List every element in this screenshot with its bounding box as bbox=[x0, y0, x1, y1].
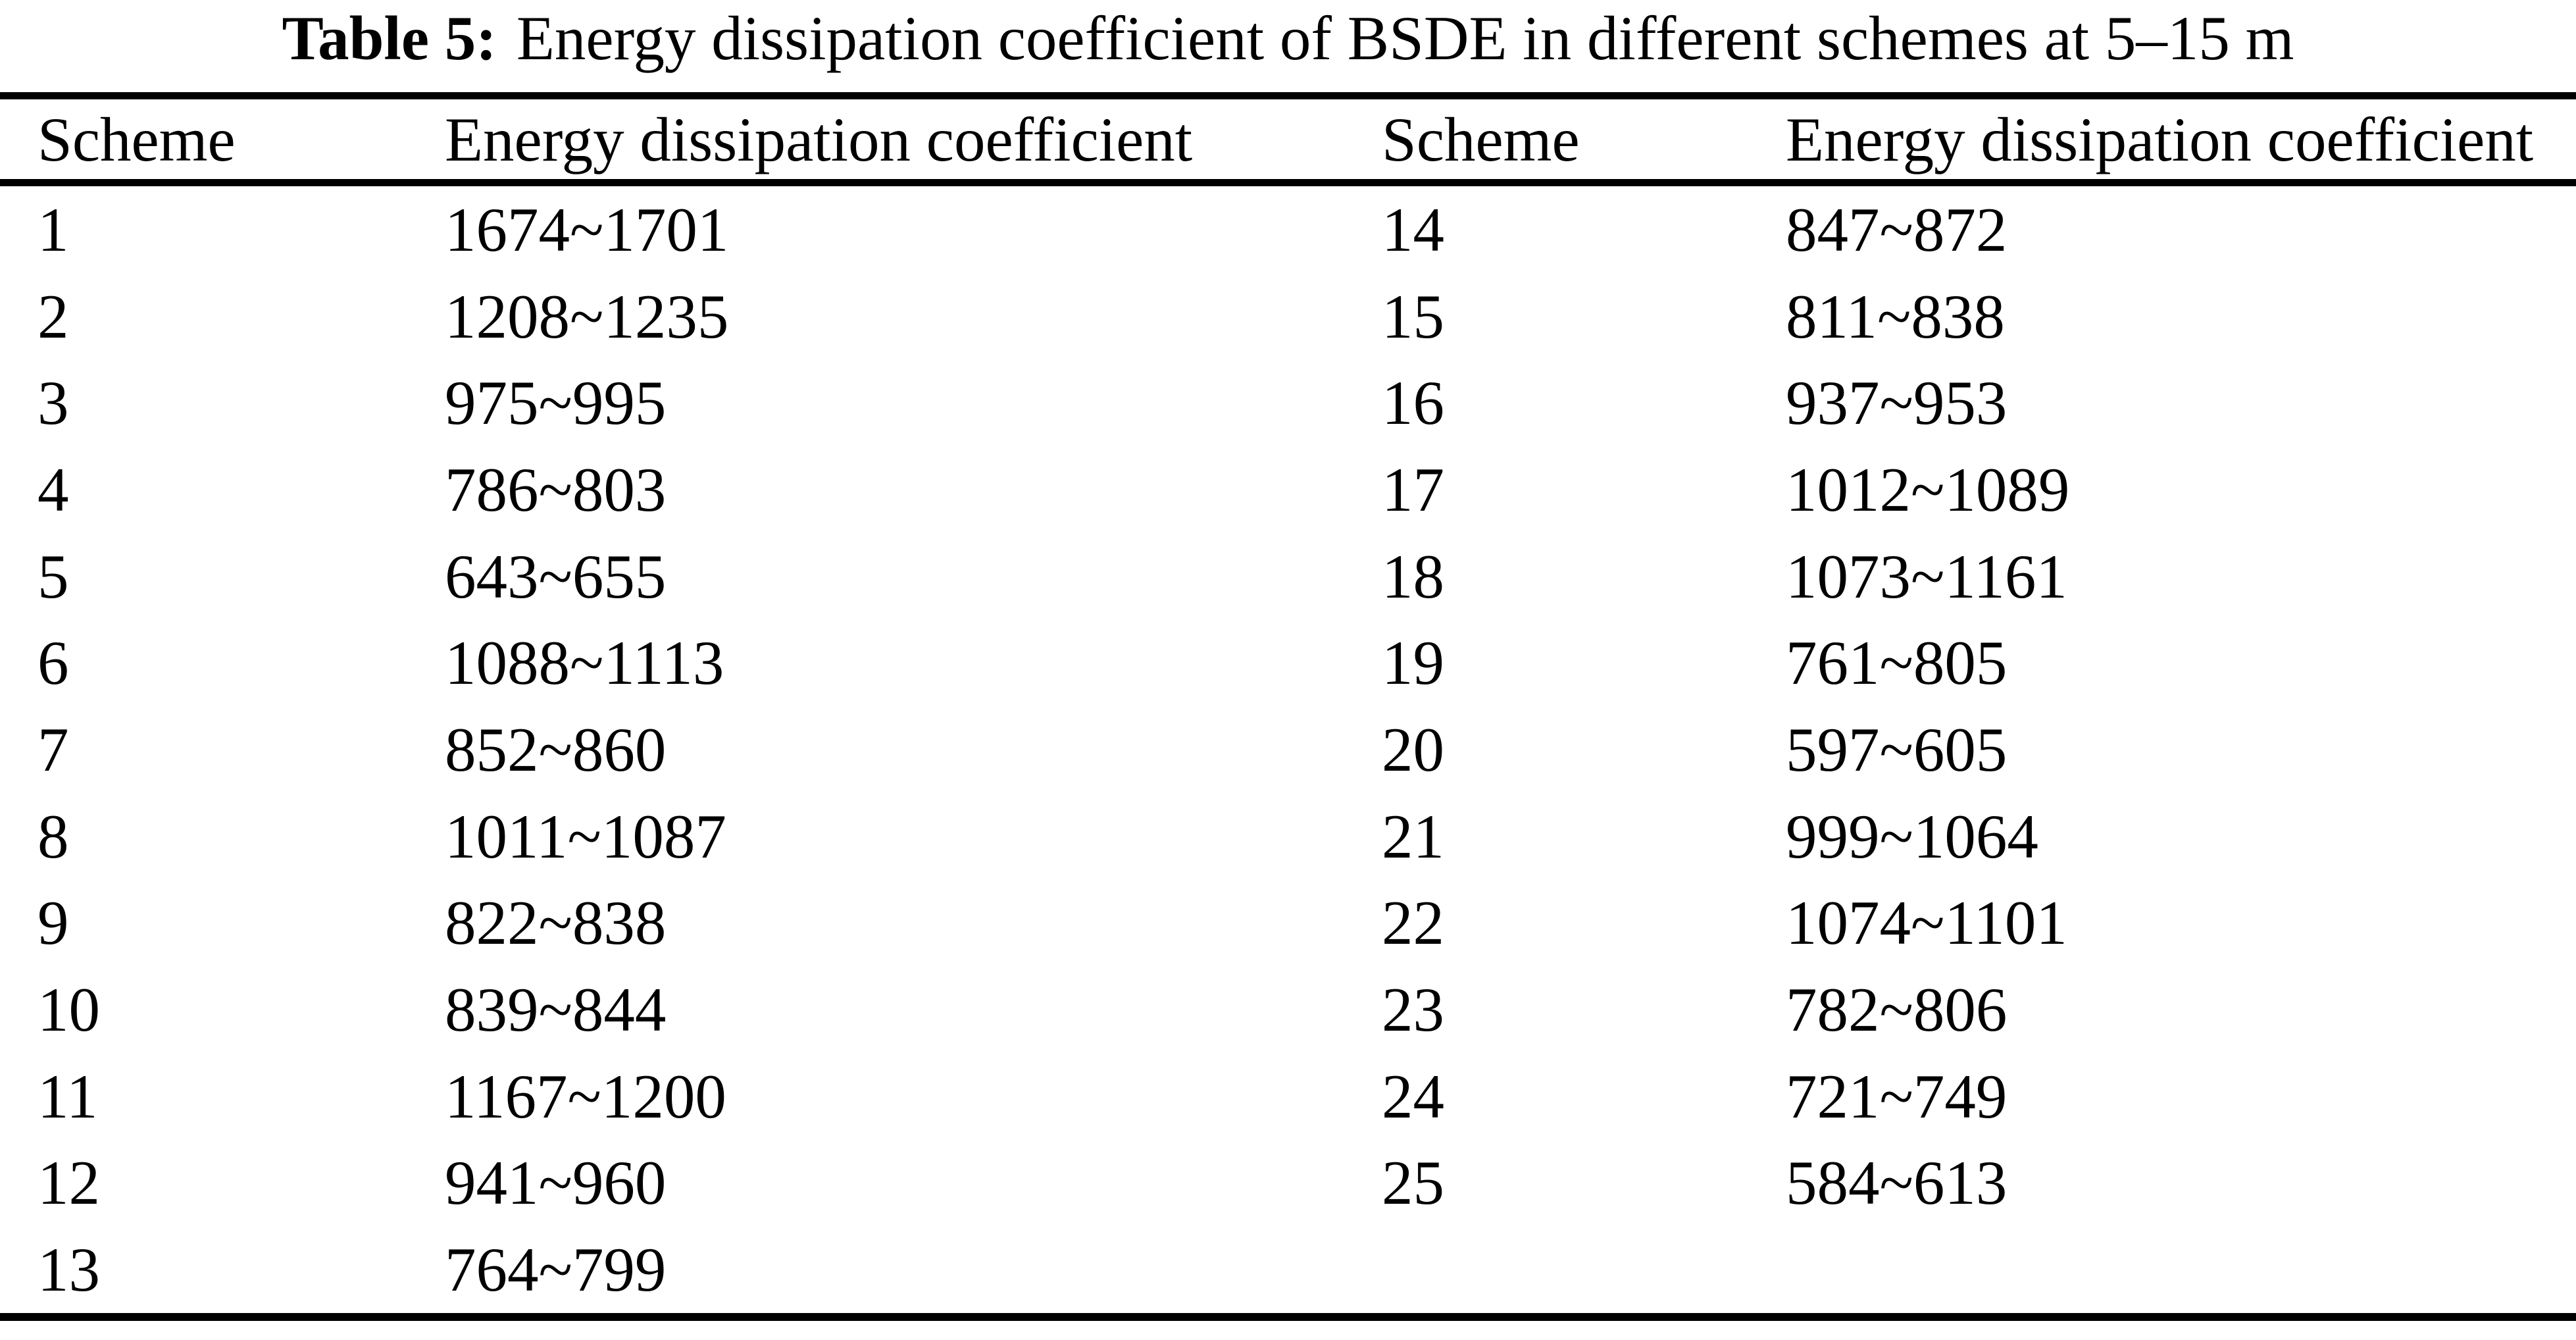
scheme-cell: 6 bbox=[38, 628, 69, 698]
table-caption: Table 5: Energy dissipation coefficient o… bbox=[0, 1, 2576, 75]
scheme-cell: 4 bbox=[38, 454, 69, 525]
table-caption-text: Energy dissipation coefficient of BSDE i… bbox=[516, 3, 2294, 73]
table-top-rule bbox=[0, 92, 2576, 99]
scheme-cell: 5 bbox=[38, 541, 69, 611]
scheme-cell: 19 bbox=[1382, 628, 1444, 698]
coefficient-cell: 822~838 bbox=[445, 888, 667, 958]
coefficient-cell: 852~860 bbox=[445, 714, 667, 785]
coefficient-cell: 941~960 bbox=[445, 1148, 667, 1218]
coefficient-cell: 1073~1161 bbox=[1786, 541, 2067, 611]
column-header-coefficient-right: Energy dissipation coefficient bbox=[1786, 104, 2534, 174]
table-header-row: Scheme Energy dissipation coefficient Sc… bbox=[0, 99, 2576, 179]
scheme-cell: 21 bbox=[1382, 801, 1444, 871]
scheme-cell: 15 bbox=[1382, 281, 1444, 351]
scheme-cell: 17 bbox=[1382, 454, 1444, 525]
scheme-cell: 18 bbox=[1382, 541, 1444, 611]
coefficient-cell: 764~799 bbox=[445, 1235, 667, 1305]
column-header-coefficient-left: Energy dissipation coefficient bbox=[445, 104, 1193, 174]
table-body: 1 1674~1701 14 847~872 2 1208~1235 15 81… bbox=[0, 186, 2576, 1313]
coefficient-cell: 597~605 bbox=[1786, 714, 2008, 785]
column-header-scheme-right: Scheme bbox=[1382, 104, 1580, 174]
coefficient-cell: 1074~1101 bbox=[1786, 888, 2067, 958]
scheme-cell: 11 bbox=[38, 1061, 98, 1131]
scheme-cell: 12 bbox=[38, 1148, 100, 1218]
scheme-cell: 7 bbox=[38, 714, 69, 785]
table-caption-label: Table 5: bbox=[282, 3, 497, 73]
coefficient-cell: 1012~1089 bbox=[1786, 454, 2070, 525]
scheme-cell: 20 bbox=[1382, 714, 1444, 785]
coefficient-cell: 975~995 bbox=[445, 368, 667, 438]
scheme-cell: 14 bbox=[1382, 194, 1444, 265]
coefficient-cell: 786~803 bbox=[445, 454, 667, 525]
scheme-cell: 22 bbox=[1382, 888, 1444, 958]
scheme-cell: 3 bbox=[38, 368, 69, 438]
scheme-cell: 23 bbox=[1382, 975, 1444, 1045]
coefficient-cell: 643~655 bbox=[445, 541, 667, 611]
coefficient-cell: 1167~1200 bbox=[445, 1061, 726, 1131]
scheme-cell: 25 bbox=[1382, 1148, 1444, 1218]
scheme-cell: 16 bbox=[1382, 368, 1444, 438]
scheme-cell: 24 bbox=[1382, 1061, 1444, 1131]
scheme-cell: 13 bbox=[38, 1235, 100, 1305]
scheme-cell: 10 bbox=[38, 975, 100, 1045]
column-header-scheme-left: Scheme bbox=[38, 104, 236, 174]
coefficient-cell: 1011~1087 bbox=[445, 801, 726, 871]
coefficient-cell: 761~805 bbox=[1786, 628, 2008, 698]
scheme-cell: 8 bbox=[38, 801, 69, 871]
coefficient-cell: 721~749 bbox=[1786, 1061, 2008, 1131]
coefficient-cell: 999~1064 bbox=[1786, 801, 2038, 871]
coefficient-cell: 937~953 bbox=[1786, 368, 2008, 438]
table-bottom-rule bbox=[0, 1313, 2576, 1321]
coefficient-cell: 584~613 bbox=[1786, 1148, 2008, 1218]
scheme-cell: 1 bbox=[38, 194, 69, 265]
coefficient-cell: 1674~1701 bbox=[445, 194, 729, 265]
scheme-cell: 2 bbox=[38, 281, 69, 351]
scheme-cell: 9 bbox=[38, 888, 69, 958]
table-header-rule bbox=[0, 179, 2576, 186]
coefficient-cell: 1088~1113 bbox=[445, 628, 724, 698]
coefficient-cell: 811~838 bbox=[1786, 281, 2005, 351]
coefficient-cell: 1208~1235 bbox=[445, 281, 729, 351]
coefficient-cell: 839~844 bbox=[445, 975, 667, 1045]
coefficient-cell: 782~806 bbox=[1786, 975, 2008, 1045]
coefficient-cell: 847~872 bbox=[1786, 194, 2008, 265]
